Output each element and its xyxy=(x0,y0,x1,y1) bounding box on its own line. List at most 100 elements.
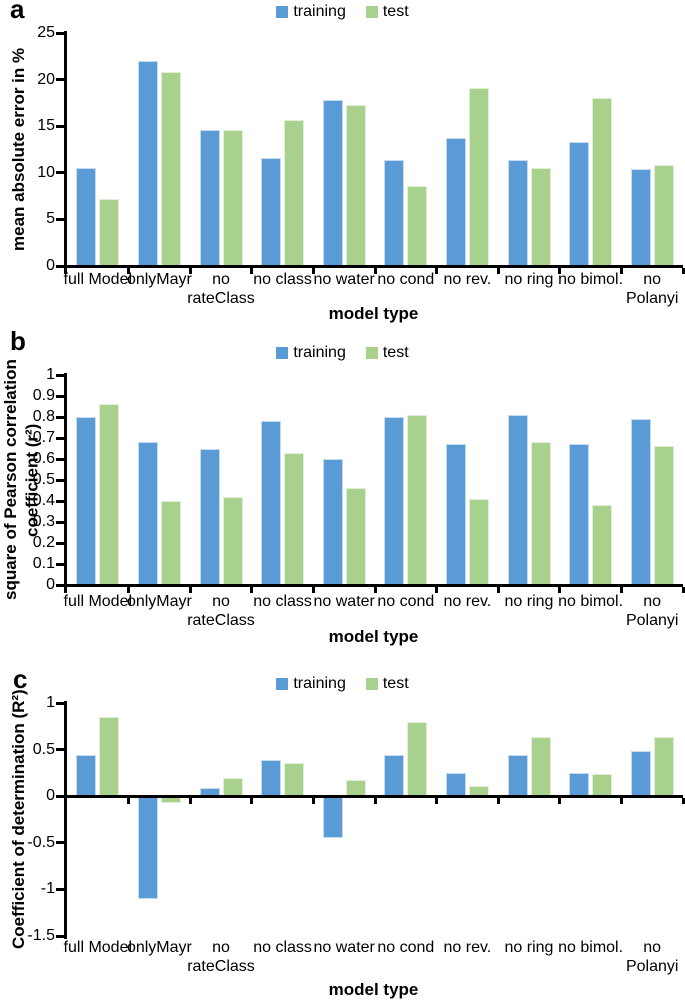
x-tick-mark xyxy=(373,587,377,593)
y-tick-mark xyxy=(56,701,64,705)
plot-area: 25 20 15 10 5 0 full Model onlyMayr no rateClass… xyxy=(0,0,685,335)
x-tick-mark xyxy=(558,268,562,274)
y-tick-label: 15 xyxy=(37,117,55,135)
x-tick-mark xyxy=(64,587,67,593)
y-axis-line xyxy=(64,701,67,939)
y-tick-mark xyxy=(56,436,64,440)
bar-training-no-bimol xyxy=(569,444,590,585)
bar-test-no-rev xyxy=(468,498,489,585)
bar-training-no-polanyi xyxy=(630,169,651,266)
x-tick-mark xyxy=(188,268,192,274)
panel-label-a: a xyxy=(10,0,25,24)
x-tick-mark xyxy=(681,587,685,593)
test-color-swatch xyxy=(365,6,378,18)
x-category-label: no water xyxy=(313,271,375,288)
chart-panel-c: c training test Coefficient of determina… xyxy=(0,660,685,1003)
x-category-label: no Polanyi xyxy=(625,593,679,630)
panel-label-c: c xyxy=(13,664,28,694)
x-category-label: no ring xyxy=(504,271,554,288)
x-axis-title: model type xyxy=(328,304,419,323)
bar-training-no-rev xyxy=(445,444,466,585)
legend-item-test: test xyxy=(365,675,409,693)
x-tick-mark xyxy=(373,798,377,805)
bar-test-no-class xyxy=(284,119,305,266)
y-tick-mark xyxy=(56,887,64,891)
y-tick-label: 0.7 xyxy=(32,429,55,446)
y-tick-mark xyxy=(56,841,64,845)
bar-training-no-polanyi xyxy=(630,750,651,797)
x-category-label: onlyMayr xyxy=(126,593,192,610)
chart-panel-a: a training test mean absolute error in %… xyxy=(0,0,685,335)
x-tick-mark xyxy=(619,587,623,593)
y-tick-mark xyxy=(56,478,64,482)
x-tick-mark xyxy=(311,587,315,593)
y-tick-label: 20 xyxy=(37,70,55,88)
x-tick-mark xyxy=(311,798,315,805)
bar-test-full-model xyxy=(99,198,120,266)
y-tick-mark xyxy=(56,415,64,419)
x-tick-mark xyxy=(619,798,623,805)
y-tick-mark xyxy=(56,457,64,461)
bar-test-no-polanyi xyxy=(653,736,674,797)
x-category-label: full Model xyxy=(63,593,133,610)
x-category-label: no class xyxy=(253,939,312,956)
x-category-label: no water xyxy=(313,939,375,956)
y-tick-mark xyxy=(56,499,64,503)
test-color-swatch xyxy=(365,347,378,359)
x-category-label: full Model xyxy=(63,271,133,288)
bar-test-full-model xyxy=(99,716,120,797)
bar-training-no-rateclass xyxy=(199,448,220,585)
bar-test-no-bimol xyxy=(592,98,613,266)
x-category-label: no rateClass xyxy=(187,593,255,630)
legend-item-training: training xyxy=(276,675,346,693)
x-category-label: no cond xyxy=(377,939,435,956)
x-tick-mark xyxy=(64,268,67,274)
x-category-label: no rateClass xyxy=(187,939,255,976)
x-tick-mark xyxy=(558,798,562,805)
x-category-label: no class xyxy=(253,271,312,288)
x-category-label: no cond xyxy=(377,271,435,288)
bar-test-onlymayr xyxy=(160,72,181,266)
y-tick-mark xyxy=(56,124,64,128)
y-tick-mark xyxy=(56,541,64,545)
y-tick-mark xyxy=(56,78,64,82)
plot-area: 1 0.5 0 -0.5 -1 -1.5 full Model onlyMayr no rate… xyxy=(0,660,685,1003)
y-tick-label: 0 xyxy=(46,576,55,593)
x-tick-mark xyxy=(188,587,192,593)
x-category-label: no water xyxy=(313,593,375,610)
bar-test-full-model xyxy=(99,404,120,585)
y-tick-mark xyxy=(56,171,64,175)
legend-label-test: test xyxy=(382,675,409,692)
y-tick-label: 0.2 xyxy=(32,534,55,551)
bar-training-no-ring xyxy=(507,755,528,797)
x-tick-mark xyxy=(127,587,131,593)
x-tick-mark xyxy=(311,268,315,274)
x-axis-line xyxy=(64,584,683,587)
x-category-label: onlyMayr xyxy=(126,939,192,956)
legend-label-test: test xyxy=(382,3,409,20)
bar-training-no-cond xyxy=(384,159,405,266)
bar-test-no-rateclass xyxy=(222,778,243,797)
legend-item-test: test xyxy=(365,3,409,21)
x-tick-mark xyxy=(619,268,623,274)
y-tick-label: 0.3 xyxy=(32,513,55,530)
x-category-label: no ring xyxy=(504,939,554,956)
x-tick-mark xyxy=(558,587,562,593)
bar-training-full-model xyxy=(76,755,97,797)
x-category-label: no rev. xyxy=(443,271,492,288)
bar-training-no-rev xyxy=(445,772,466,797)
y-tick-label: 1 xyxy=(46,694,55,711)
bar-training-no-rateclass xyxy=(199,129,220,266)
bar-test-no-polanyi xyxy=(653,165,674,266)
bar-training-full-model xyxy=(76,417,97,585)
bar-test-no-class xyxy=(284,762,305,797)
x-tick-mark xyxy=(435,798,439,805)
x-tick-mark xyxy=(496,798,500,805)
training-color-swatch xyxy=(276,6,289,18)
panel-label-b: b xyxy=(10,326,26,356)
legend-label-training: training xyxy=(293,675,346,692)
y-tick-mark xyxy=(56,520,64,524)
x-tick-mark xyxy=(250,587,254,593)
y-tick-mark xyxy=(56,794,64,798)
